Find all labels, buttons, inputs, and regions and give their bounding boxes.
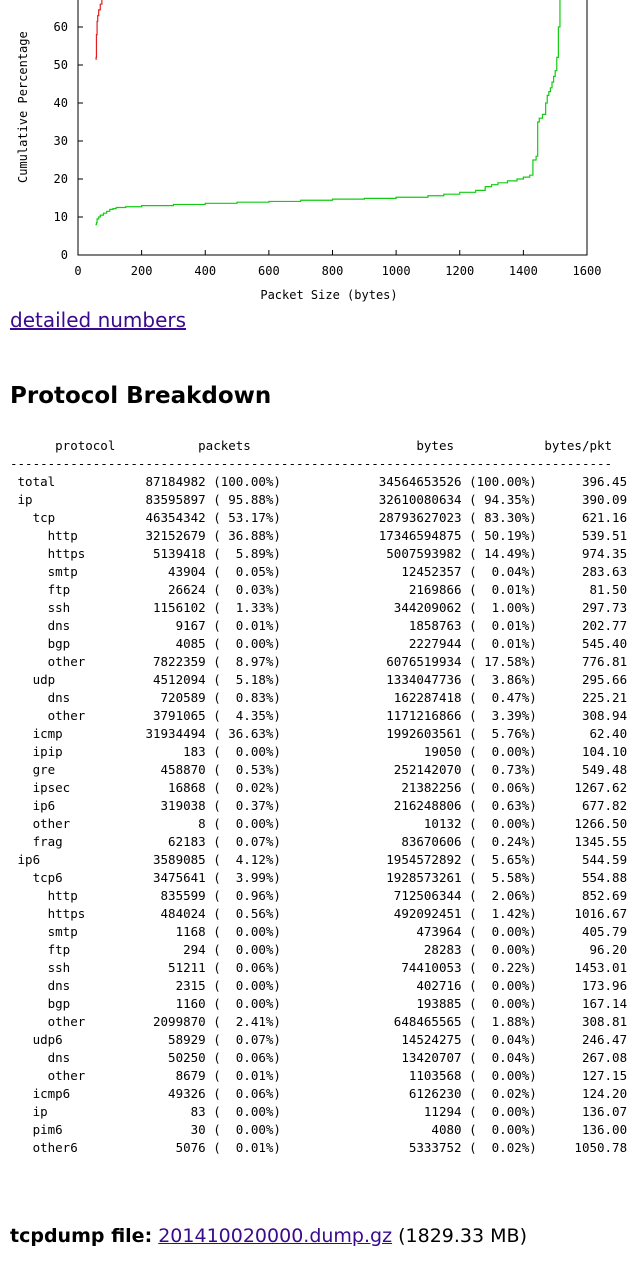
table-row: ip6 3589085 ( 4.12%) 1954572892 ( 5.65%)… xyxy=(17,852,628,867)
table-header-row: protocol packets bytes bytes/pkt xyxy=(55,438,613,453)
table-row: other 8 ( 0.00%) 10132 ( 0.00%) 1266.50 xyxy=(32,816,628,831)
table-row: frag 62183 ( 0.07%) 83670606 ( 0.24%) 13… xyxy=(32,834,628,849)
protocol-breakdown-heading: Protocol Breakdown xyxy=(10,383,272,409)
tcpdump-file-label: tcpdump file: xyxy=(10,1225,153,1247)
x-tick-label: 1400 xyxy=(509,264,538,278)
table-row: https 5139418 ( 5.89%) 5007593982 ( 14.4… xyxy=(47,546,628,561)
table-row: ftp 294 ( 0.00%) 28283 ( 0.00%) 96.20 xyxy=(47,942,628,957)
table-row: ssh 51211 ( 0.06%) 74410053 ( 0.22%) 145… xyxy=(47,960,628,975)
table-row: udp 4512094 ( 5.18%) 1334047736 ( 3.86%)… xyxy=(32,672,628,687)
table-row: gre 458870 ( 0.53%) 252142070 ( 0.73%) 5… xyxy=(32,762,628,777)
cdf-series-line-1 xyxy=(95,0,103,60)
detailed-numbers-link[interactable]: detailed numbers xyxy=(10,308,187,332)
chart-series xyxy=(95,0,561,226)
table-row: other 3791065 ( 4.35%) 1171216866 ( 3.39… xyxy=(47,708,628,723)
table-row: bgp 1160 ( 0.00%) 193885 ( 0.00%) 167.14 xyxy=(47,996,628,1011)
table-row: dns 720589 ( 0.83%) 162287418 ( 0.47%) 2… xyxy=(47,690,628,705)
table-row: ftp 26624 ( 0.03%) 2169866 ( 0.01%) 81.5… xyxy=(47,582,628,597)
y-tick-label: 50 xyxy=(54,58,68,72)
x-tick-label: 600 xyxy=(258,264,280,278)
y-tick-label: 40 xyxy=(54,96,68,110)
table-row: tcp6 3475641 ( 3.99%) 1928573261 ( 5.58%… xyxy=(32,870,628,885)
chart-axes xyxy=(77,0,588,256)
table-row: tcp 46354342 ( 53.17%) 28793627023 ( 83.… xyxy=(32,510,628,525)
tcpdump-file-footer: tcpdump file: 201410020000.dump.gz (1829… xyxy=(10,1225,527,1247)
table-row: ssh 1156102 ( 1.33%) 344209062 ( 1.00%) … xyxy=(47,600,628,615)
x-tick-label: 400 xyxy=(194,264,216,278)
tcpdump-file-link[interactable]: 201410020000.dump.gz xyxy=(158,1225,393,1247)
table-row: other6 5076 ( 0.01%) 5333752 ( 0.02%) 10… xyxy=(32,1140,628,1155)
table-row: dns 50250 ( 0.06%) 13420707 ( 0.04%) 267… xyxy=(47,1050,628,1065)
x-tick-label: 1200 xyxy=(445,264,474,278)
table-row: http 32152679 ( 36.88%) 17346594875 ( 50… xyxy=(47,528,628,543)
table-row: other 2099870 ( 2.41%) 648465565 ( 1.88%… xyxy=(47,1014,628,1029)
cdf-series-line-2 xyxy=(95,0,561,226)
table-row: pim6 30 ( 0.00%) 4080 ( 0.00%) 136.00 xyxy=(32,1122,628,1137)
x-tick-label: 0 xyxy=(74,264,81,278)
y-tick-label: 10 xyxy=(54,210,68,224)
table-row: ip 83595897 ( 95.88%) 32610080634 ( 94.3… xyxy=(17,492,628,507)
table-row: dns 2315 ( 0.00%) 402716 ( 0.00%) 173.96 xyxy=(47,978,628,993)
protocol-breakdown-table: protocol packets bytes bytes/pkt -------… xyxy=(10,437,627,1157)
table-row: ipip 183 ( 0.00%) 19050 ( 0.00%) 104.10 xyxy=(32,744,628,759)
table-row: https 484024 ( 0.56%) 492092451 ( 1.42%)… xyxy=(47,906,628,921)
x-tick-label: 800 xyxy=(322,264,344,278)
table-divider: ----------------------------------------… xyxy=(10,456,613,471)
table-row: ip 83 ( 0.00%) 11294 ( 0.00%) 136.07 xyxy=(32,1104,628,1119)
table-row: ipsec 16868 ( 0.02%) 21382256 ( 0.06%) 1… xyxy=(32,780,628,795)
tcpdump-file-size: (1829.33 MB) xyxy=(398,1225,527,1247)
table-row: bgp 4085 ( 0.00%) 2227944 ( 0.01%) 545.4… xyxy=(47,636,628,651)
table-row: other 7822359 ( 8.97%) 6076519934 ( 17.5… xyxy=(47,654,628,669)
y-tick-label: 20 xyxy=(54,172,68,186)
x-tick-label: 1600 xyxy=(573,264,602,278)
table-row: smtp 1168 ( 0.00%) 473964 ( 0.00%) 405.7… xyxy=(47,924,628,939)
table-row: icmp 31934494 ( 36.63%) 1992603561 ( 5.7… xyxy=(32,726,628,741)
packet-size-cdf-chart: 0 200 400 600 800 1000 1200 1400 1600 0 10 20 30 40 50… xyxy=(16,0,602,302)
x-tick-label: 200 xyxy=(131,264,153,278)
x-tick-label: 1000 xyxy=(382,264,411,278)
chart-ticks: 0 200 400 600 800 1000 1200 1400 1600 0 10 20 30 40 50… xyxy=(54,20,602,278)
table-row: total 87184982 (100.00%) 34564653526 (10… xyxy=(17,474,628,489)
chart-x-axis-label: Packet Size (bytes) xyxy=(260,288,397,302)
chart-y-axis-label: Cumulative Percentage xyxy=(16,31,30,183)
table-row: smtp 43904 ( 0.05%) 12452357 ( 0.04%) 28… xyxy=(47,564,628,579)
table-row: dns 9167 ( 0.01%) 1858763 ( 0.01%) 202.7… xyxy=(47,618,628,633)
table-row: http 835599 ( 0.96%) 712506344 ( 2.06%) … xyxy=(47,888,628,903)
y-tick-label: 60 xyxy=(54,20,68,34)
chart-plot-frame xyxy=(77,0,588,256)
y-tick-label: 0 xyxy=(61,248,68,262)
table-row: icmp6 49326 ( 0.06%) 6126230 ( 0.02%) 12… xyxy=(32,1086,628,1101)
y-tick-label: 30 xyxy=(54,134,68,148)
table-row: udp6 58929 ( 0.07%) 14524275 ( 0.04%) 24… xyxy=(32,1032,628,1047)
table-row: ip6 319038 ( 0.37%) 216248806 ( 0.63%) 6… xyxy=(32,798,628,813)
table-row: other 8679 ( 0.01%) 1103568 ( 0.00%) 127… xyxy=(47,1068,628,1083)
